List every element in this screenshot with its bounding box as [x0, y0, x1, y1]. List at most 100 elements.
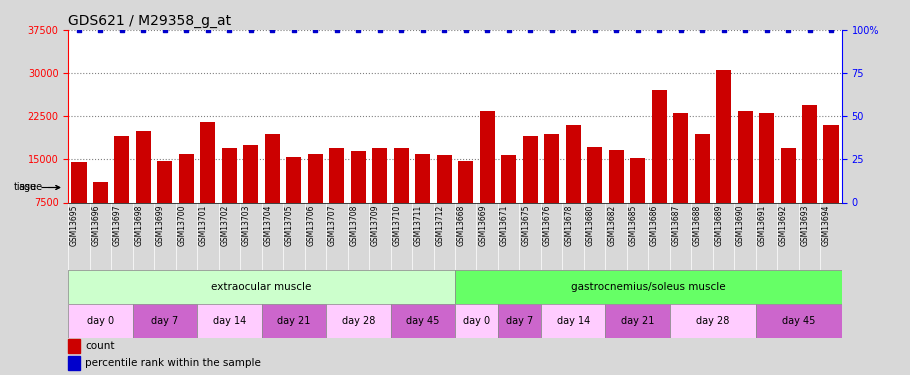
- Text: GSM13712: GSM13712: [435, 204, 444, 246]
- Text: GSM13675: GSM13675: [521, 204, 531, 246]
- Bar: [609, 150, 623, 246]
- Bar: [802, 105, 817, 246]
- Bar: [756, 304, 842, 338]
- Bar: [394, 148, 409, 246]
- Bar: [72, 162, 86, 246]
- Text: day 7: day 7: [506, 316, 533, 326]
- Point: [609, 27, 623, 33]
- Text: GSM13692: GSM13692: [779, 204, 788, 246]
- Bar: [115, 136, 129, 246]
- Bar: [544, 134, 560, 246]
- Bar: [133, 304, 197, 338]
- Text: GSM13691: GSM13691: [757, 204, 766, 246]
- Text: GSM13700: GSM13700: [177, 204, 187, 246]
- Bar: [605, 304, 670, 338]
- Point: [566, 27, 581, 33]
- Text: GSM13705: GSM13705: [285, 204, 294, 246]
- Bar: [455, 304, 498, 338]
- Text: day 14: day 14: [213, 316, 246, 326]
- Text: GSM13709: GSM13709: [370, 204, 379, 246]
- Point: [738, 27, 753, 33]
- Bar: [522, 136, 538, 246]
- Text: GSM13699: GSM13699: [156, 204, 165, 246]
- Text: GSM13697: GSM13697: [113, 204, 122, 246]
- Point: [287, 27, 301, 33]
- Point: [394, 27, 409, 33]
- Text: day 14: day 14: [557, 316, 590, 326]
- Text: GSM13668: GSM13668: [457, 204, 466, 246]
- Bar: [222, 148, 237, 246]
- Point: [179, 27, 194, 33]
- Point: [652, 27, 666, 33]
- Text: day 28: day 28: [341, 316, 375, 326]
- Text: GSM13680: GSM13680: [586, 204, 594, 246]
- Bar: [136, 130, 151, 246]
- Bar: [197, 304, 262, 338]
- Point: [265, 27, 279, 33]
- Point: [523, 27, 538, 33]
- Text: GSM13704: GSM13704: [263, 204, 272, 246]
- Bar: [262, 304, 326, 338]
- Bar: [68, 270, 455, 304]
- Text: GSM13686: GSM13686: [650, 204, 659, 246]
- Bar: [287, 156, 301, 246]
- Bar: [157, 161, 173, 246]
- Bar: [179, 154, 194, 246]
- Bar: [390, 304, 455, 338]
- Text: tissue: tissue: [14, 183, 60, 192]
- Text: GSM13708: GSM13708: [349, 204, 359, 246]
- Text: GSM13702: GSM13702: [220, 204, 229, 246]
- Point: [695, 27, 710, 33]
- Text: GSM13706: GSM13706: [307, 204, 316, 246]
- Text: GSM13695: GSM13695: [70, 204, 79, 246]
- Point: [72, 27, 86, 33]
- Point: [587, 27, 602, 33]
- Bar: [68, 356, 80, 370]
- Bar: [716, 70, 731, 246]
- Point: [93, 27, 107, 33]
- Point: [136, 27, 151, 33]
- Bar: [498, 304, 541, 338]
- Point: [372, 27, 387, 33]
- Bar: [372, 148, 388, 246]
- Text: gastrocnemius/soleus muscle: gastrocnemius/soleus muscle: [571, 282, 725, 292]
- Point: [759, 27, 774, 33]
- Bar: [243, 145, 258, 246]
- Text: count: count: [86, 341, 115, 351]
- Text: day 21: day 21: [278, 316, 310, 326]
- Text: GSM13690: GSM13690: [736, 204, 745, 246]
- Bar: [350, 151, 366, 246]
- Bar: [480, 111, 495, 246]
- Bar: [824, 125, 838, 246]
- Text: GSM13687: GSM13687: [672, 204, 681, 246]
- Point: [222, 27, 237, 33]
- Text: day 7: day 7: [151, 316, 178, 326]
- Point: [824, 27, 838, 33]
- Text: GSM13671: GSM13671: [500, 204, 509, 246]
- Text: extraocular muscle: extraocular muscle: [211, 282, 312, 292]
- Text: GSM13707: GSM13707: [328, 204, 337, 246]
- Bar: [781, 148, 795, 246]
- Bar: [670, 304, 756, 338]
- Text: GSM13711: GSM13711: [414, 204, 423, 246]
- Point: [329, 27, 344, 33]
- Bar: [326, 304, 390, 338]
- Point: [631, 27, 645, 33]
- Point: [351, 27, 366, 33]
- Text: GSM13689: GSM13689: [714, 204, 723, 246]
- Text: day 21: day 21: [621, 316, 654, 326]
- Point: [416, 27, 430, 33]
- Bar: [455, 270, 842, 304]
- Point: [781, 27, 795, 33]
- Text: GDS621 / M29358_g_at: GDS621 / M29358_g_at: [68, 13, 231, 28]
- Text: GSM13685: GSM13685: [629, 204, 638, 246]
- Text: day 45: day 45: [406, 316, 440, 326]
- Bar: [673, 113, 688, 246]
- Point: [544, 27, 559, 33]
- Bar: [68, 304, 133, 338]
- Text: GSM13698: GSM13698: [135, 204, 144, 246]
- Text: day 0: day 0: [87, 316, 114, 326]
- Point: [716, 27, 731, 33]
- Text: GSM13678: GSM13678: [564, 204, 573, 246]
- Text: GSM13696: GSM13696: [92, 204, 100, 246]
